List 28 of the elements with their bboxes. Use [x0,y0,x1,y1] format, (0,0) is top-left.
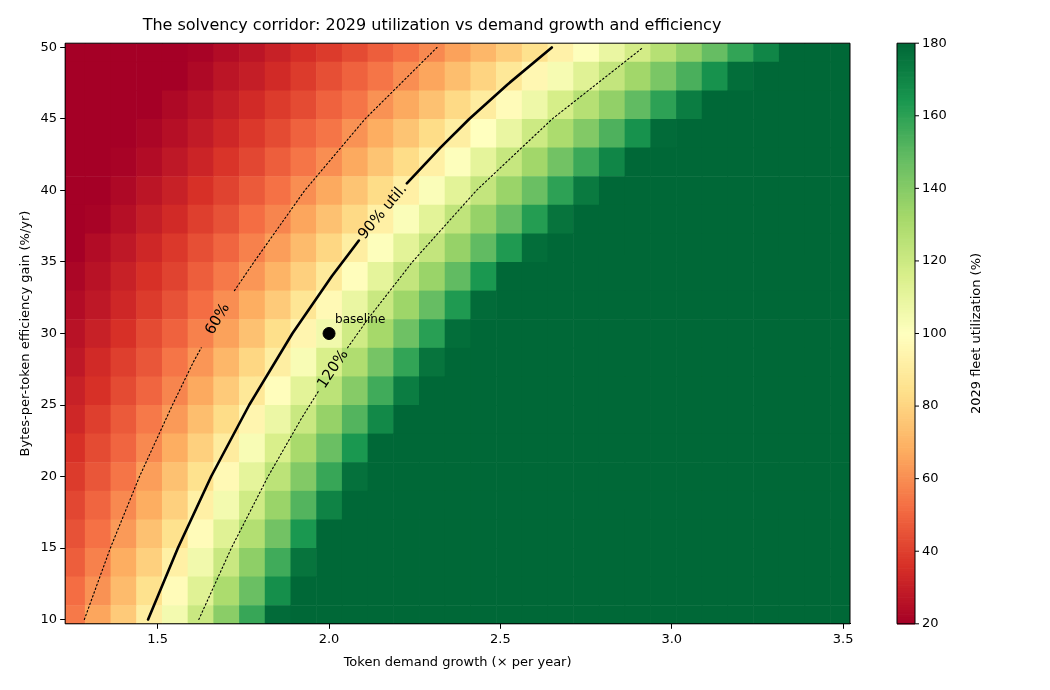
x-tick-label: 1.5 [147,630,169,646]
y-tick-label: 40 [40,181,58,197]
x-tick-label: 3.5 [832,630,854,646]
color-bar-label: 120 [922,252,947,268]
color-bar-label: 40 [922,542,939,558]
y-tick-label: 20 [40,467,58,483]
y-tick-label: 15 [40,539,58,555]
color-bar-label: 160 [922,107,947,123]
color-bar-label: 100 [922,324,947,340]
y-tick-label: 50 [40,38,58,54]
color-bar-label: 180 [922,34,947,50]
color-bar-label: 60 [922,470,939,486]
y-tick-label: 10 [40,610,58,626]
color-bar-label: 80 [922,397,939,413]
x-tick-label: 3.0 [661,630,683,646]
chart-title: The solvency corridor: 2029 utilization vs demand growth and efficiency [141,14,722,34]
y-tick-label: 35 [40,253,58,269]
y-tick-label: 30 [40,324,58,340]
color-bar-title: 2029 fleet utilization (%) [968,252,984,415]
color-bar-label: 20 [922,615,939,631]
annotation: baseline [335,311,386,326]
y-tick-label: 45 [40,110,58,126]
x-axis-title: Token demand growth (× per year) [342,653,572,669]
color-bar-label: 140 [922,179,947,195]
y-tick-label: 25 [40,396,58,412]
y-axis-title: Bytes-per-token efficiency gain (%/yr) [17,210,33,457]
x-tick-label: 2.5 [490,630,511,646]
x-tick-label: 2.0 [318,630,340,646]
